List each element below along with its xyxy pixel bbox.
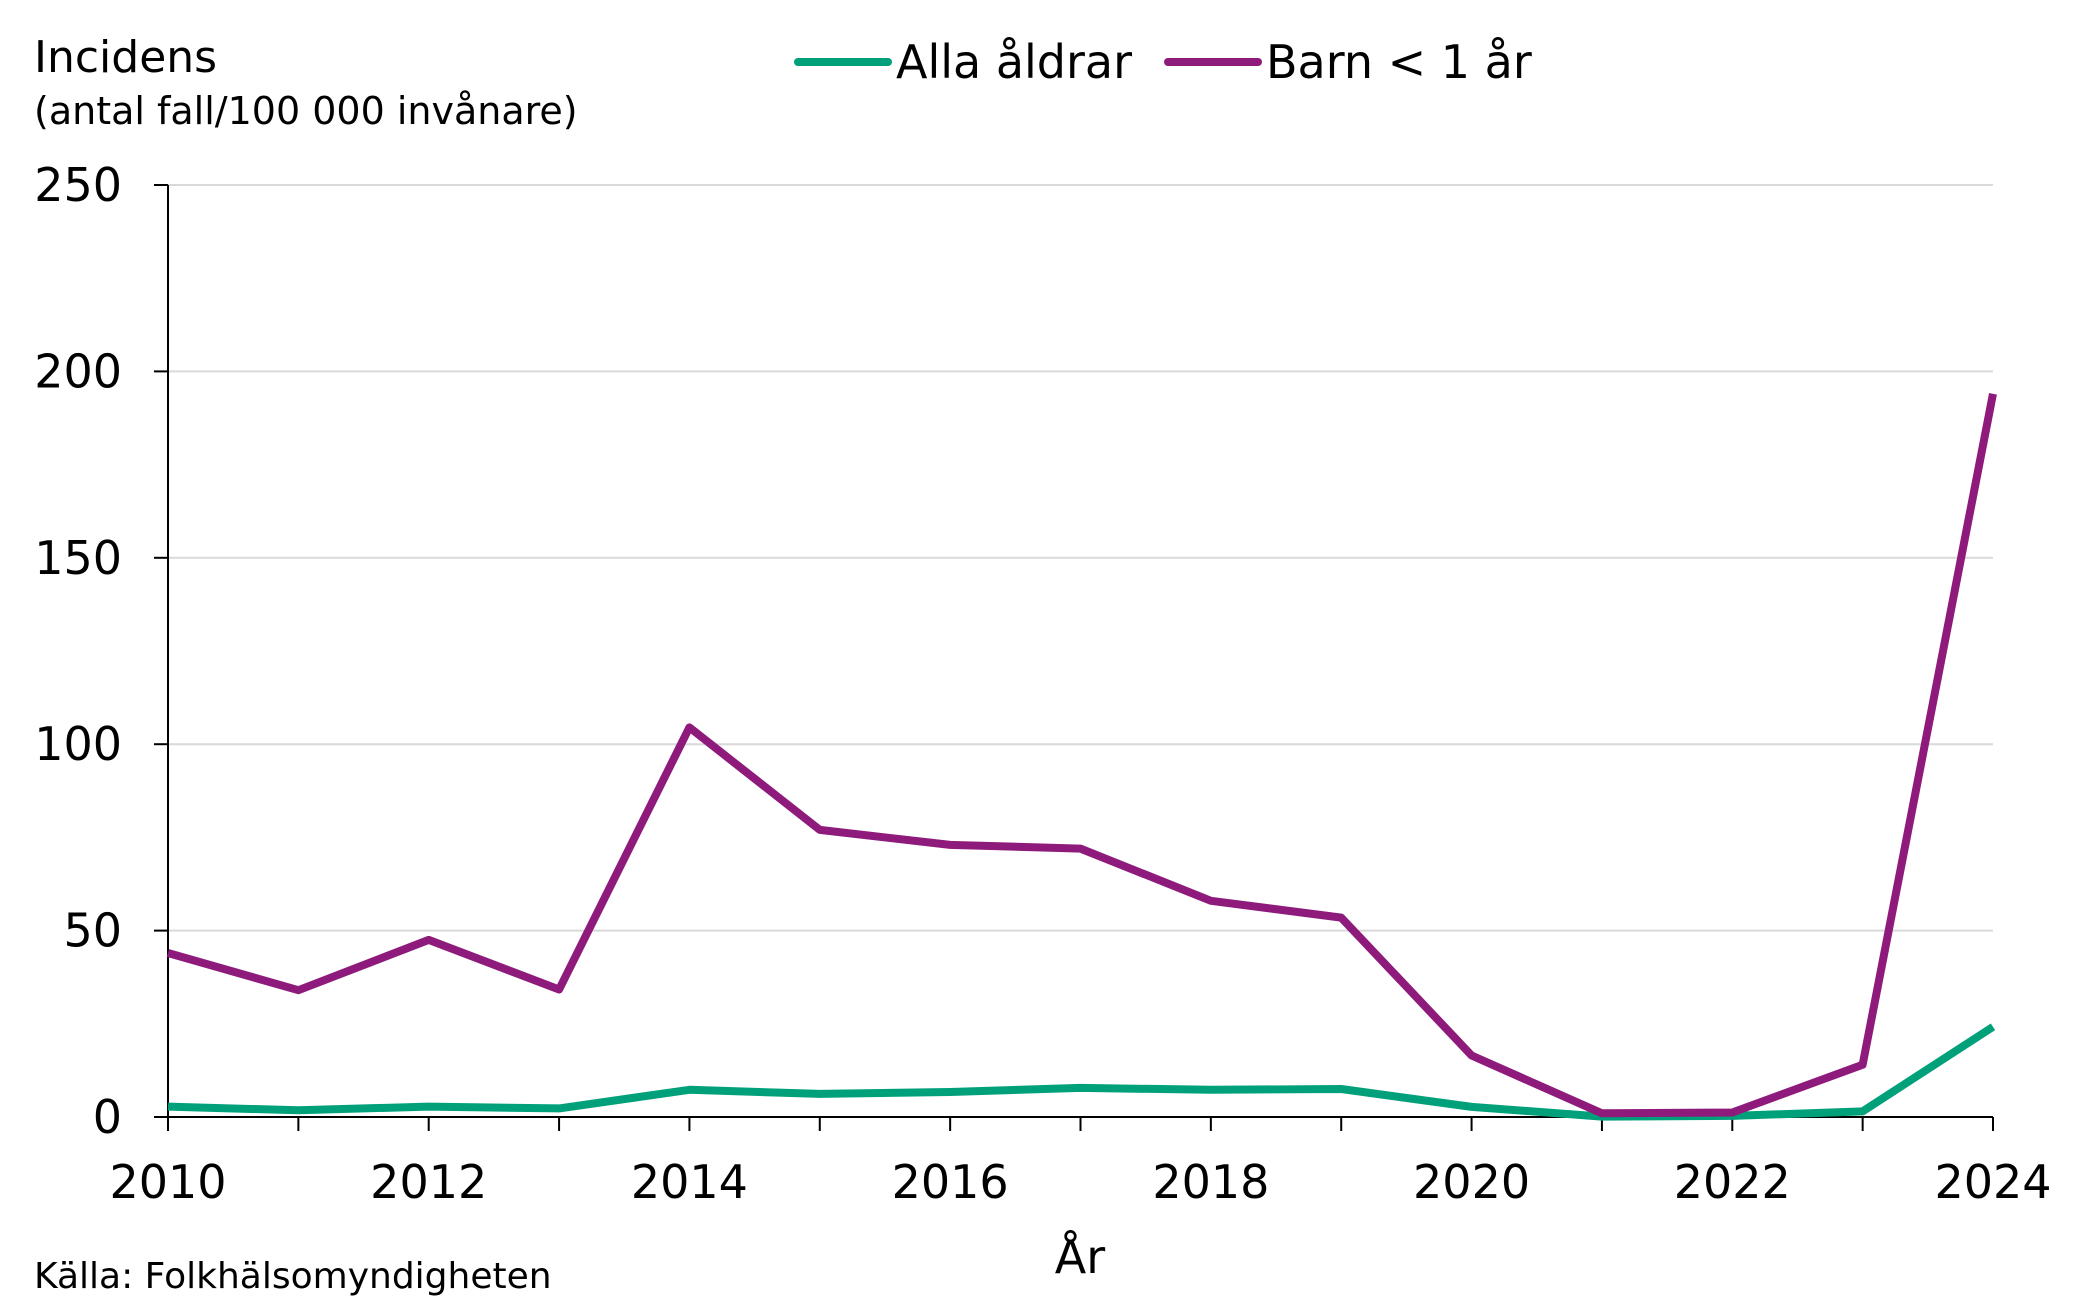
- x-tick-label-2016: 2016: [892, 1155, 1009, 1209]
- y-tick-label-100: 100: [34, 717, 122, 771]
- x-axis-title: År: [1055, 1230, 1105, 1284]
- x-tick-label-2014: 2014: [631, 1155, 748, 1209]
- y-axis-title: Incidens: [34, 32, 217, 83]
- legend-label-alla-aldrar: Alla åldrar: [896, 35, 1132, 89]
- x-tick-label-2018: 2018: [1152, 1155, 1269, 1209]
- y-tick-label-0: 0: [93, 1090, 122, 1144]
- x-tick-label-2010: 2010: [109, 1155, 226, 1209]
- axes: [167, 185, 1993, 1118]
- series-lines: [166, 393, 1997, 1121]
- series-line-1: [166, 393, 1997, 1118]
- x-tick-label-2024: 2024: [1934, 1155, 2051, 1209]
- y-tick-label-250: 250: [34, 158, 122, 212]
- source-note: Källa: Folkhälsomyndigheten: [34, 1256, 552, 1297]
- series-line-0: [167, 1023, 1996, 1121]
- y-axis-subtitle: (antal fall/100 000 invånare): [34, 89, 578, 133]
- y-axis-ticks: 0 50 100 150 200 250: [34, 158, 168, 1144]
- x-tick-label-2012: 2012: [370, 1155, 487, 1209]
- x-tick-label-2020: 2020: [1413, 1155, 1530, 1209]
- y-tick-label-200: 200: [34, 344, 122, 398]
- legend: Alla åldrar Barn < 1 år: [794, 35, 1532, 89]
- y-tick-label-50: 50: [63, 904, 122, 958]
- grid-lines: [168, 184, 1993, 932]
- y-tick-label-150: 150: [34, 531, 122, 585]
- x-axis-ticks: 2010 2012 2014 2016 2018 2020 2022 2024: [109, 1117, 2052, 1209]
- legend-label-barn-under-1-ar: Barn < 1 år: [1266, 35, 1532, 89]
- x-tick-label-2022: 2022: [1674, 1155, 1791, 1209]
